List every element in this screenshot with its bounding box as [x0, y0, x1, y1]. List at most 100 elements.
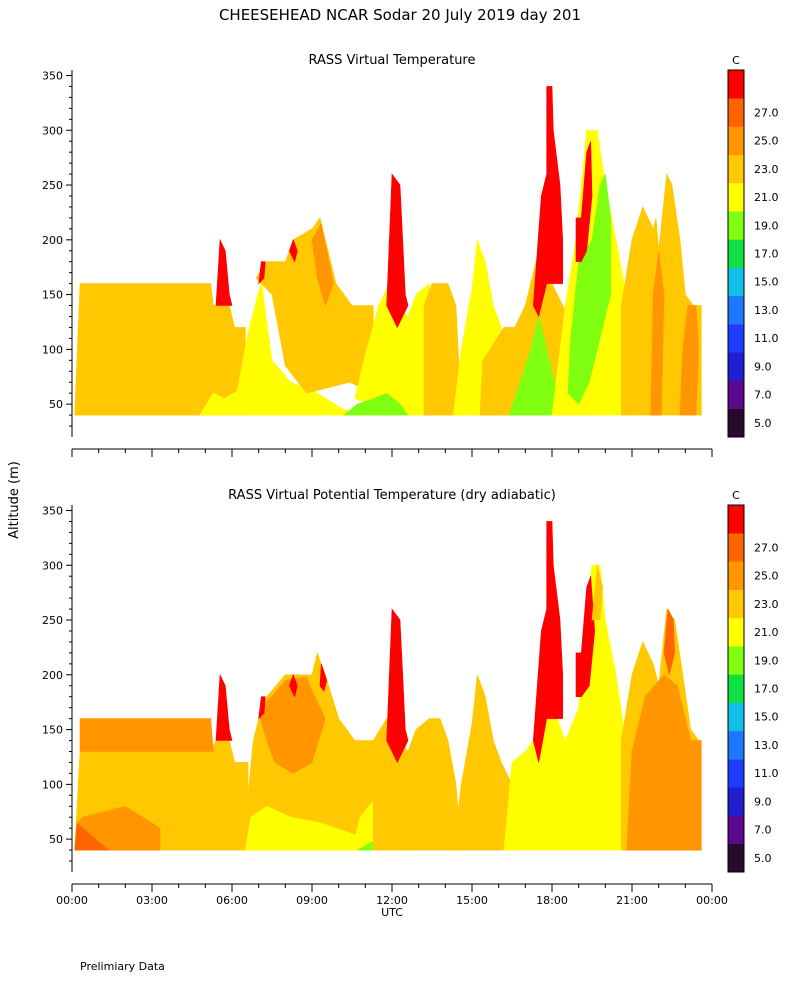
- colorbar-swatch: [728, 352, 744, 381]
- colorbar-label: 17.0: [754, 248, 779, 261]
- y-tick-label: 150: [42, 289, 63, 302]
- contour-region: [288, 673, 298, 698]
- colorbar-frame: [727, 504, 745, 873]
- contour-region: [575, 141, 593, 263]
- contour-region: [679, 305, 700, 416]
- y-tick-label: 150: [42, 724, 63, 737]
- colorbar-swatch: [728, 126, 744, 155]
- contour-region: [386, 608, 409, 764]
- colorbar-label: 23.0: [754, 598, 779, 611]
- y-tick-label: 100: [42, 343, 63, 356]
- contour-region: [532, 86, 564, 318]
- colorbar-swatch: [728, 617, 744, 647]
- colorbar-label: 11.0: [754, 332, 779, 345]
- colorbar-swatch: [728, 380, 744, 409]
- colorbar-swatch: [728, 239, 744, 268]
- x-tick-label: 00:00: [56, 894, 88, 907]
- y-tick-label: 200: [42, 669, 63, 682]
- x-tick-label: 21:00: [616, 894, 648, 907]
- colorbar-label: 15.0: [754, 711, 779, 724]
- contour-region: [503, 564, 625, 851]
- colorbar-label: 19.0: [754, 219, 779, 232]
- colorbar-swatch: [728, 408, 744, 438]
- x-tick-label: 12:00: [376, 894, 408, 907]
- colorbar-frame: [727, 69, 745, 438]
- colorbar-label: 11.0: [754, 767, 779, 780]
- colorbar-swatch: [728, 759, 744, 788]
- contour-region: [311, 222, 334, 307]
- colorbar-label: 27.0: [754, 541, 779, 554]
- colorbar-label: 25.0: [754, 135, 779, 148]
- colorbar-swatch: [728, 674, 744, 703]
- y-tick-label: 100: [42, 778, 63, 791]
- main-title: CHEESEHEAD NCAR Sodar 20 July 2019 day 2…: [219, 6, 581, 24]
- colorbar-label: 15.0: [754, 276, 779, 289]
- plot-area-virtual-potential-temperature: 50 100 150 200 250 300 350 00:00 03:00 06:00 09:00…: [42, 489, 779, 907]
- y-tick-label: 50: [49, 398, 63, 411]
- colorbar-label: 13.0: [754, 304, 779, 317]
- footer-note: Prelimiary Data: [80, 960, 165, 973]
- colorbar-label: 19.0: [754, 654, 779, 667]
- contour-region: [76, 805, 161, 851]
- colorbar-swatch: [728, 815, 744, 844]
- colorbar-label: 17.0: [754, 683, 779, 696]
- x-tick-label: 15:00: [456, 894, 488, 907]
- colorbar-label: 27.0: [754, 106, 779, 119]
- colorbar-swatch: [728, 267, 744, 297]
- colorbar-swatch: [728, 70, 744, 99]
- contour-region: [288, 238, 298, 263]
- colorbar-unit: C: [732, 54, 740, 67]
- colorbar-swatch: [728, 182, 744, 212]
- colorbar-swatch: [728, 211, 744, 240]
- contour-region: [79, 718, 214, 752]
- colorbar-swatch: [728, 843, 744, 873]
- y-tick-label: 50: [49, 833, 63, 846]
- colorbar-swatch: [728, 787, 744, 816]
- colorbar-swatch: [728, 561, 744, 590]
- colorbar-label: 5.0: [754, 417, 772, 430]
- y-tick-label: 350: [42, 69, 63, 82]
- x-tick-label: 18:00: [536, 894, 568, 907]
- x-axis-label: UTC: [381, 906, 403, 919]
- colorbar-swatch: [728, 702, 744, 732]
- colorbar-swatch: [728, 324, 744, 353]
- contour-region: [258, 676, 326, 774]
- contour-region: [626, 674, 702, 851]
- panel-title-virtual-potential-temperature: RASS Virtual Potential Temperature (dry …: [228, 488, 556, 503]
- contour-region: [215, 238, 233, 306]
- colorbar-label: 25.0: [754, 570, 779, 583]
- colorbar-label: 9.0: [754, 360, 772, 373]
- colorbar-label: 23.0: [754, 163, 779, 176]
- contour-region: [258, 261, 266, 285]
- colorbar-swatch: [728, 646, 744, 675]
- contour-region: [650, 250, 665, 416]
- colorbar-label: 21.0: [754, 626, 779, 639]
- y-tick-label: 250: [42, 614, 63, 627]
- contour-region: [343, 392, 409, 416]
- colorbar-label: 9.0: [754, 795, 772, 808]
- contour-region: [591, 565, 604, 621]
- y-axis-label: Altitude (m): [7, 461, 22, 539]
- contour-region: [319, 663, 328, 692]
- contour-region: [575, 576, 596, 698]
- panel-title-virtual-temperature: RASS Virtual Temperature: [309, 53, 476, 68]
- y-tick-label: 250: [42, 179, 63, 192]
- y-tick-label: 300: [42, 559, 63, 572]
- x-tick-label: 06:00: [216, 894, 248, 907]
- colorbar-label: 7.0: [754, 389, 772, 402]
- colorbar-swatch: [728, 533, 744, 562]
- colorbar-label: 13.0: [754, 739, 779, 752]
- colorbar-swatch: [728, 295, 744, 325]
- colorbar-swatch: [728, 154, 744, 184]
- colorbar-swatch: [728, 98, 744, 127]
- contour-region: [663, 608, 676, 675]
- contour-region: [199, 281, 374, 416]
- contour-region: [258, 696, 266, 720]
- panel-virtual-temperature: RASS Virtual Temperature 50 100 150 200 250 3…: [42, 53, 779, 457]
- contour-region: [386, 173, 409, 329]
- contour-region: [567, 173, 612, 405]
- colorbar-label: 7.0: [754, 824, 772, 837]
- colorbar-label: 21.0: [754, 191, 779, 204]
- colorbar-swatch: [728, 589, 744, 619]
